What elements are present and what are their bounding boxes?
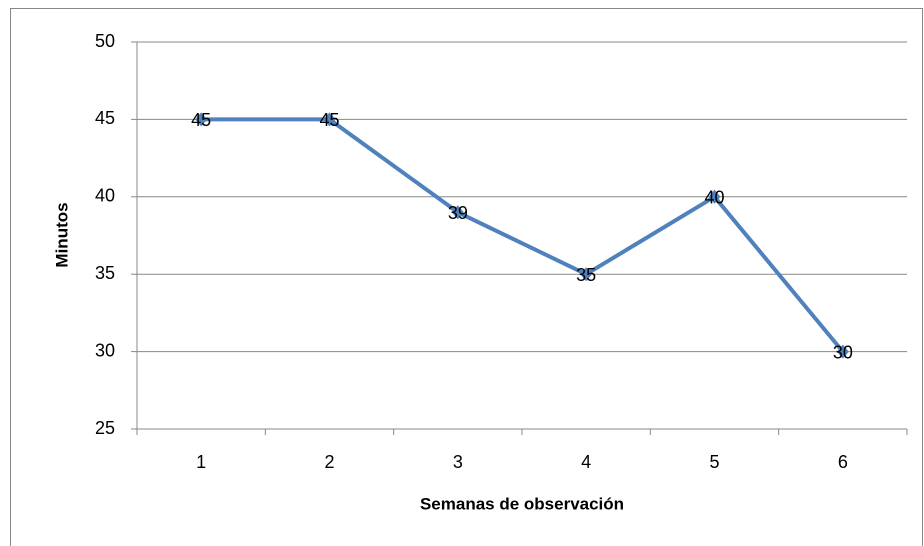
marker [836, 344, 849, 359]
marker [708, 189, 721, 204]
y-tick-label: 25 [95, 418, 115, 438]
data-label: 39 [448, 203, 468, 223]
x-tick-label: 3 [453, 452, 463, 472]
chart-border [10, 8, 923, 546]
marker [323, 112, 336, 127]
marker [195, 112, 208, 127]
marker [451, 205, 464, 220]
y-tick-label: 45 [95, 108, 115, 128]
x-tick-label: 1 [196, 452, 206, 472]
y-axis-title: Minutos [52, 202, 71, 267]
x-tick-label: 6 [838, 452, 848, 472]
y-tick-label: 30 [95, 340, 115, 360]
data-label: 40 [704, 188, 724, 208]
x-tick-label: 2 [324, 452, 334, 472]
x-tick-label: 5 [709, 452, 719, 472]
y-tick-label: 40 [95, 186, 115, 206]
data-label: 45 [191, 110, 211, 130]
data-label: 30 [833, 342, 853, 362]
y-tick-label: 35 [95, 263, 115, 283]
line-series [201, 117, 845, 353]
y-tick-label: 50 [95, 31, 115, 51]
x-tick-label: 4 [581, 452, 591, 472]
data-label: 45 [319, 110, 339, 130]
marker [580, 267, 593, 282]
data-label: 35 [576, 265, 596, 285]
x-axis-title: Semanas de observación [420, 494, 624, 513]
